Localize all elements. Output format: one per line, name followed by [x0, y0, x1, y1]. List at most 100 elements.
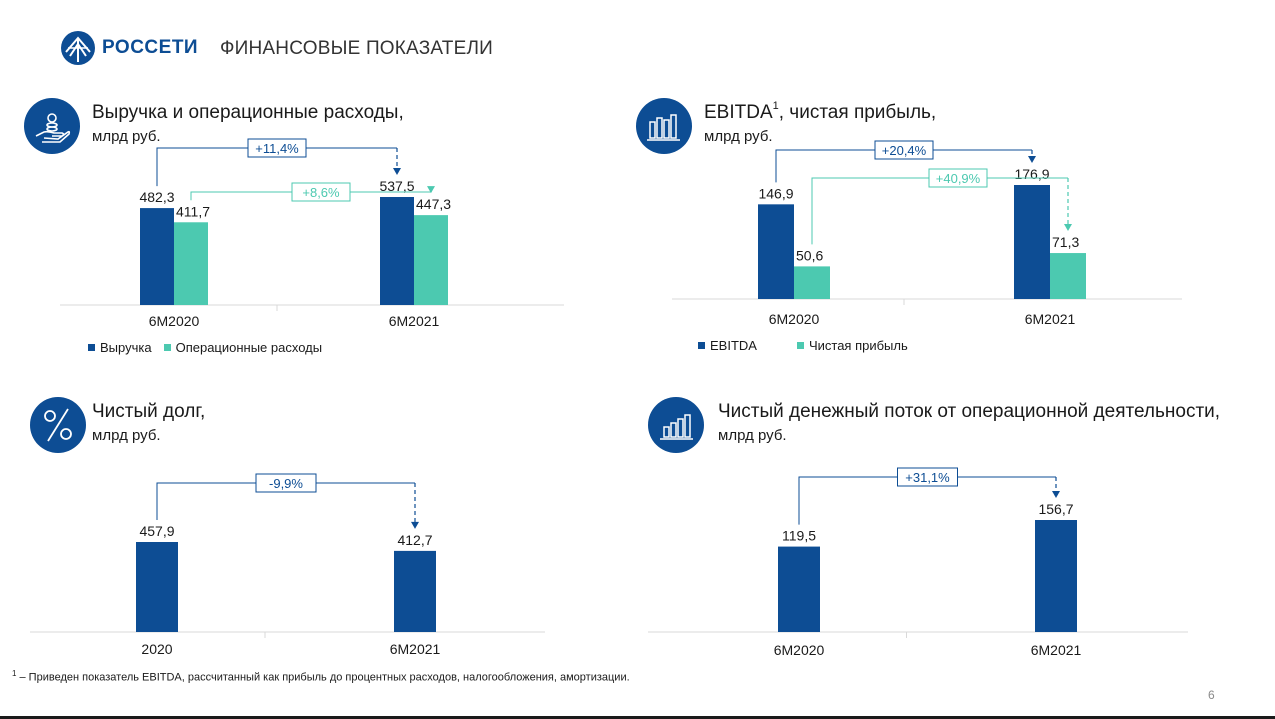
growth-box: [291, 182, 351, 202]
footnote-marker: 1: [12, 669, 17, 678]
growth-bracket-line: [190, 191, 431, 201]
legend-swatch: [88, 344, 95, 351]
panel-title: Чистый долг,: [92, 401, 206, 422]
growth-chart-icon: [648, 397, 704, 453]
data-label: 176,9: [1014, 166, 1049, 182]
footnote-text: – Приведен показатель EBITDA, рассчитанн…: [16, 671, 630, 684]
growth-label: -9,9%: [269, 476, 303, 491]
growth-label: +20,4%: [882, 143, 927, 158]
cashflow-chart: 119,5 156,7 6М2020 6М2021 +31,1%: [648, 467, 1188, 658]
growth-arrowhead: [1028, 156, 1036, 163]
legend-label: Операционные расходы: [175, 340, 323, 355]
legend-swatch: [796, 342, 804, 349]
bar: [794, 266, 830, 299]
category-label: 2020: [141, 641, 172, 657]
growth-box: [928, 168, 988, 188]
panel-title-main: EBITDA: [704, 102, 773, 123]
data-label: 146,9: [758, 185, 793, 201]
data-label: 447,3: [416, 196, 451, 212]
growth-bracket-line: [156, 482, 415, 520]
net-debt-panel: Чистый долг, млрд руб. 457,9 412,7 2020 6М2…: [30, 397, 590, 662]
bar: [136, 542, 178, 632]
bar: [1050, 253, 1086, 299]
legend-swatch: [163, 344, 171, 351]
growth-bracket-line: [775, 149, 1032, 183]
bar: [394, 550, 436, 632]
page-title: ФИНАНСОВЫЕ ПОКАЗАТЕЛИ: [220, 38, 493, 59]
cashflow-panel: Чистый денежный поток от операционной де…: [648, 397, 1220, 662]
data-label: 412,7: [397, 532, 432, 548]
bar: [414, 215, 448, 305]
data-label: 71,3: [1052, 234, 1079, 250]
revenue-panel: Выручка и операционные расходы, млрд руб…: [24, 98, 584, 360]
header: РОССЕТИ ФИНАНСОВЫЕ ПОКАЗАТЕЛИ: [60, 30, 1220, 66]
bar: [380, 197, 414, 305]
category-label: 6М2020: [774, 642, 825, 658]
growth-label: +40,9%: [936, 171, 981, 186]
category-label: 6М2020: [769, 311, 820, 327]
data-label: 411,7: [176, 203, 210, 219]
page-number: 6: [1208, 688, 1215, 702]
growth-box: [255, 473, 317, 493]
data-label: 50,6: [796, 247, 823, 263]
percent-icon: [30, 397, 86, 453]
bar: [174, 222, 208, 305]
category-label: 6М2021: [1031, 642, 1082, 658]
ebitda-chart: 146,9 176,9 50,6 71,3 6М2020 6М2021 +20,4% +40,…: [672, 140, 1182, 327]
rosseti-logo-icon: [61, 31, 95, 65]
category-label: 6М2020: [149, 313, 200, 329]
footnote: 1 – Приведен показатель EBITDA, рассчита…: [12, 669, 630, 684]
footnote-marker: 1: [772, 100, 779, 112]
bar: [758, 204, 794, 299]
panel-unit: млрд руб.: [92, 128, 161, 145]
legend: EBITDA Чистая прибыль: [698, 338, 920, 353]
panel-title: EBITDA1, чистая прибыль,: [704, 100, 937, 124]
bar: [1035, 520, 1077, 632]
bottom-divider: [0, 716, 1275, 719]
growth-label: +8,6%: [302, 185, 340, 200]
growth-arrowhead: [411, 521, 419, 529]
category-label: 6М2021: [389, 313, 440, 329]
growth-arrowhead: [393, 168, 401, 175]
growth-box: [874, 140, 934, 160]
panel-unit: млрд руб.: [718, 427, 787, 444]
revenue-chart: 482,3 537,5 411,7 447,3 6М2020 6М2021 +11,4% +8…: [60, 138, 564, 329]
growth-arrowhead: [1052, 491, 1060, 498]
data-label: 537,5: [379, 178, 414, 194]
panel-unit: млрд руб.: [92, 427, 161, 444]
bar: [1014, 185, 1050, 299]
data-label: 119,5: [782, 528, 816, 544]
legend: Выручка Операционные расходы: [88, 340, 334, 355]
legend-item-net-profit: Чистая прибыль: [796, 338, 908, 353]
legend-label: Выручка: [100, 340, 152, 355]
panel-title: Выручка и операционные расходы,: [92, 102, 404, 123]
growth-box: [247, 138, 307, 158]
legend-item-revenue: Выручка: [88, 340, 152, 355]
legend-swatch: [698, 342, 705, 349]
panel-title-rest: , чистая прибыль,: [778, 102, 937, 123]
growth-label: +31,1%: [905, 470, 950, 485]
ebitda-panel: EBITDA1, чистая прибыль, млрд руб. 146,9…: [636, 98, 1196, 360]
data-label: 457,9: [139, 523, 174, 539]
bar-chart-icon: [636, 98, 692, 154]
bar: [778, 546, 820, 632]
data-label: 482,3: [139, 189, 174, 205]
growth-arrowhead: [427, 186, 435, 194]
bar: [140, 208, 174, 305]
category-label: 6М2021: [390, 641, 441, 657]
panel-title: Чистый денежный поток от операционной де…: [718, 401, 1221, 422]
logo-text: РОССЕТИ: [102, 37, 199, 58]
net-debt-chart: 457,9 412,7 2020 6М2021 -9,9%: [30, 473, 545, 657]
legend-item-opex: Операционные расходы: [163, 340, 323, 355]
panel-unit: млрд руб.: [704, 128, 773, 145]
legend-item-ebitda: EBITDA: [698, 338, 757, 353]
growth-arrowhead: [1064, 224, 1072, 232]
legend-label: Чистая прибыль: [808, 338, 908, 353]
growth-label: +11,4%: [255, 141, 299, 156]
category-label: 6М2021: [1025, 311, 1076, 327]
rosseti-logo[interactable]: РОССЕТИ: [60, 30, 198, 66]
legend-label: EBITDA: [710, 338, 757, 353]
growth-bracket-line: [156, 147, 397, 187]
growth-box: [897, 467, 958, 487]
growth-bracket-line: [798, 476, 1056, 525]
